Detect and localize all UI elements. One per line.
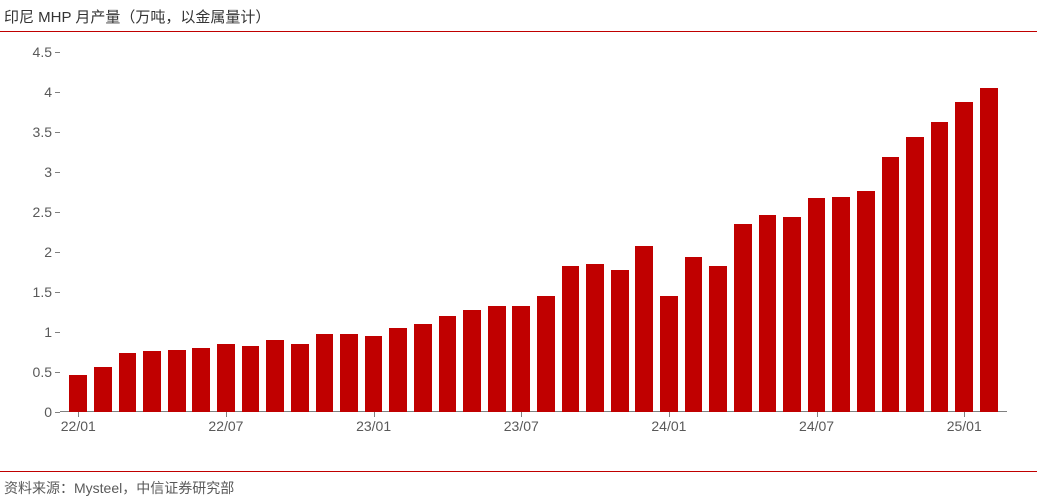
bar bbox=[955, 102, 973, 412]
bar-slot: 24/01 bbox=[657, 52, 682, 412]
x-tick-label: 25/01 bbox=[947, 412, 982, 434]
bar-slot bbox=[730, 52, 755, 412]
y-tick-label: 2.5 bbox=[33, 204, 60, 220]
bar bbox=[709, 266, 727, 412]
bar bbox=[586, 264, 604, 412]
chart-area: 22/01 22/07 23/01 23/07 24/01 24/07 25/01 0 0.5… bbox=[0, 32, 1037, 452]
bar bbox=[340, 334, 358, 412]
bar-slot bbox=[337, 52, 362, 412]
y-tick-label: 1 bbox=[44, 324, 60, 340]
bar-slot bbox=[287, 52, 312, 412]
x-tick-label: 22/01 bbox=[61, 412, 96, 434]
bar-slot bbox=[460, 52, 485, 412]
bar bbox=[734, 224, 752, 412]
y-tick-label: 2 bbox=[44, 244, 60, 260]
bar-slot: 23/07 bbox=[509, 52, 534, 412]
x-tick-label: 23/01 bbox=[356, 412, 391, 434]
bar-slot bbox=[681, 52, 706, 412]
bar-slot bbox=[91, 52, 116, 412]
bar-slot bbox=[263, 52, 288, 412]
bar bbox=[783, 217, 801, 412]
bar-slot bbox=[484, 52, 509, 412]
bar bbox=[143, 351, 161, 412]
x-tick-label: 23/07 bbox=[504, 412, 539, 434]
bar bbox=[414, 324, 432, 412]
bar bbox=[980, 88, 998, 412]
bar-slot bbox=[780, 52, 805, 412]
bar bbox=[660, 296, 678, 412]
x-tick-label: 24/01 bbox=[651, 412, 686, 434]
bar bbox=[808, 198, 826, 412]
bar-slot bbox=[927, 52, 952, 412]
bar bbox=[94, 367, 112, 412]
chart-title: 印尼 MHP 月产量（万吨，以金属量计） bbox=[0, 0, 1037, 32]
y-tick-label: 1.5 bbox=[33, 284, 60, 300]
bar bbox=[119, 353, 137, 412]
bar bbox=[512, 306, 530, 412]
bar-slot bbox=[903, 52, 928, 412]
bar bbox=[906, 137, 924, 412]
bar bbox=[242, 346, 260, 412]
bar bbox=[488, 306, 506, 412]
bar bbox=[266, 340, 284, 412]
plot-region: 22/0122/0723/0123/0724/0124/0725/01 00.5… bbox=[60, 52, 1007, 412]
bar bbox=[192, 348, 210, 412]
bar-slot bbox=[115, 52, 140, 412]
bar-slot bbox=[829, 52, 854, 412]
bar-slot bbox=[164, 52, 189, 412]
x-tick-label: 22/07 bbox=[208, 412, 243, 434]
y-tick-label: 4.5 bbox=[33, 44, 60, 60]
bar-slot bbox=[558, 52, 583, 412]
y-tick-label: 4 bbox=[44, 84, 60, 100]
bar-slot bbox=[386, 52, 411, 412]
bar-slot bbox=[411, 52, 436, 412]
x-tick-label: 24/07 bbox=[799, 412, 834, 434]
bar bbox=[685, 257, 703, 412]
bar-slot bbox=[238, 52, 263, 412]
bar bbox=[832, 197, 850, 412]
bar bbox=[291, 344, 309, 412]
bar bbox=[439, 316, 457, 412]
bar-slot bbox=[435, 52, 460, 412]
bar-slot bbox=[312, 52, 337, 412]
bar bbox=[316, 334, 334, 412]
bar bbox=[168, 350, 186, 412]
bar bbox=[463, 310, 481, 412]
bar-slot bbox=[140, 52, 165, 412]
y-tick-label: 3 bbox=[44, 164, 60, 180]
bar-slot: 24/07 bbox=[804, 52, 829, 412]
bar-slot bbox=[189, 52, 214, 412]
bar-slot bbox=[854, 52, 879, 412]
bar-slot bbox=[755, 52, 780, 412]
bar bbox=[69, 375, 87, 412]
bar bbox=[635, 246, 653, 412]
bar bbox=[759, 215, 777, 412]
bar-slot bbox=[706, 52, 731, 412]
bar bbox=[931, 122, 949, 412]
bar-slot bbox=[534, 52, 559, 412]
bar-slot: 22/01 bbox=[66, 52, 91, 412]
bar bbox=[611, 270, 629, 412]
bars-container: 22/01 22/07 23/01 23/07 24/01 24/07 25/01 bbox=[60, 52, 1007, 412]
bar-slot bbox=[607, 52, 632, 412]
y-tick-label: 3.5 bbox=[33, 124, 60, 140]
source-text: 资料来源：Mysteel，中信证券研究部 bbox=[0, 471, 1037, 502]
bar-slot bbox=[583, 52, 608, 412]
bar bbox=[857, 191, 875, 412]
bar bbox=[217, 344, 235, 412]
bar-slot bbox=[977, 52, 1002, 412]
bar bbox=[365, 336, 383, 412]
bar bbox=[537, 296, 555, 412]
y-tick-label: 0.5 bbox=[33, 364, 60, 380]
bar-slot bbox=[878, 52, 903, 412]
bar bbox=[562, 266, 580, 412]
bar bbox=[882, 157, 900, 412]
bar-slot bbox=[632, 52, 657, 412]
bar-slot: 25/01 bbox=[952, 52, 977, 412]
bar-slot: 23/01 bbox=[361, 52, 386, 412]
bar bbox=[389, 328, 407, 412]
y-tick-label: 0 bbox=[44, 404, 60, 420]
bar-slot: 22/07 bbox=[214, 52, 239, 412]
